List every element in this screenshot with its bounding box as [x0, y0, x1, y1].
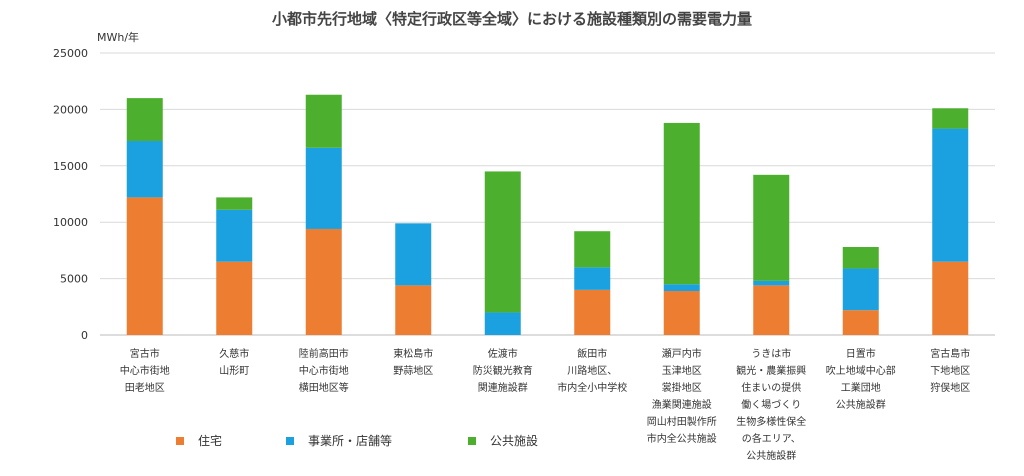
bar-segment-public [753, 174, 790, 281]
legend-label: 事業所・店舗等 [308, 434, 393, 448]
bar-segment-business [305, 147, 342, 229]
bar-segment-public [126, 98, 163, 141]
bar-segment-residential [842, 310, 879, 335]
bar-segment-business [126, 140, 163, 198]
bar-segment-business [932, 128, 969, 262]
x-category-label: 飯田市 川路地区、 市内全小中学校 [557, 349, 628, 394]
bar-segment-business [842, 268, 879, 311]
bar-segment-public [842, 247, 879, 269]
x-category-label: 宮古島市 下地地区 狩俣地区 [930, 349, 971, 394]
legend-swatch [468, 436, 476, 445]
legend-item: 事業所・店舗等 [286, 432, 392, 449]
bar-segment-public [484, 171, 521, 313]
legend-item: 公共施設 [468, 432, 538, 449]
bar-segment-business [484, 312, 521, 335]
bar-segment-business [574, 267, 611, 290]
y-axis-label: MWh/年 [97, 31, 140, 44]
y-tick-label: 25000 [53, 47, 88, 60]
bar-segment-public [932, 108, 969, 129]
x-category-label: 東松島市 野蒜地区 [393, 349, 434, 377]
y-tick-label: 15000 [53, 160, 88, 173]
bar-segment-residential [932, 261, 969, 335]
bar-segment-residential [216, 261, 253, 335]
bar-segment-residential [663, 291, 700, 335]
legend-label: 住宅 [198, 434, 223, 448]
x-category-label: 陸前高田市 中心市街地 横田地区等 [298, 349, 349, 394]
bar-segment-business [753, 280, 790, 286]
x-category-label: うきは市 観光・農業振興 住まいの提供 働く場づくり 生物多様性保全 の各エリア… [736, 349, 807, 462]
bar-segment-residential [126, 197, 163, 335]
legend-swatch [286, 436, 294, 445]
bar-segment-public [663, 122, 700, 285]
bar-segment-residential [574, 289, 611, 335]
legend-label: 公共施設 [490, 434, 539, 448]
bar-segment-business [395, 223, 432, 286]
y-tick-label: 10000 [53, 216, 88, 229]
bar-segment-business [663, 284, 700, 292]
legend-swatch [176, 436, 184, 445]
y-tick-label: 5000 [60, 273, 88, 286]
x-category-label: 瀬戸内市 玉津地区 裳掛地区 漁業関連施設 岡山村田製作所 市内全公共施設 [646, 349, 717, 445]
x-category-label: 日置市 吹上地域中心部 工業団地 公共施設群 [825, 349, 896, 411]
x-category-label: 佐渡市 防災観光教育 関連施設群 [472, 349, 533, 394]
bar-segment-public [574, 231, 611, 268]
x-category-label: 久慈市 山形町 [219, 349, 250, 377]
y-tick-label: 20000 [53, 103, 88, 116]
bar-segment-residential [395, 285, 432, 335]
chart-title: 小都市先行地域〈特定行政区等全域〉における施設種類別の需要電力量 [271, 10, 752, 28]
bar-segment-residential [305, 228, 342, 335]
x-category-label: 宮古市 中心市街地 田老地区 [119, 349, 170, 394]
y-tick-label: 0 [81, 329, 88, 342]
bar-segment-public [216, 197, 253, 210]
bar-segment-public [305, 94, 342, 148]
bar-segment-business [216, 209, 253, 262]
legend-item: 住宅 [176, 432, 222, 449]
bar-segment-residential [753, 285, 790, 335]
